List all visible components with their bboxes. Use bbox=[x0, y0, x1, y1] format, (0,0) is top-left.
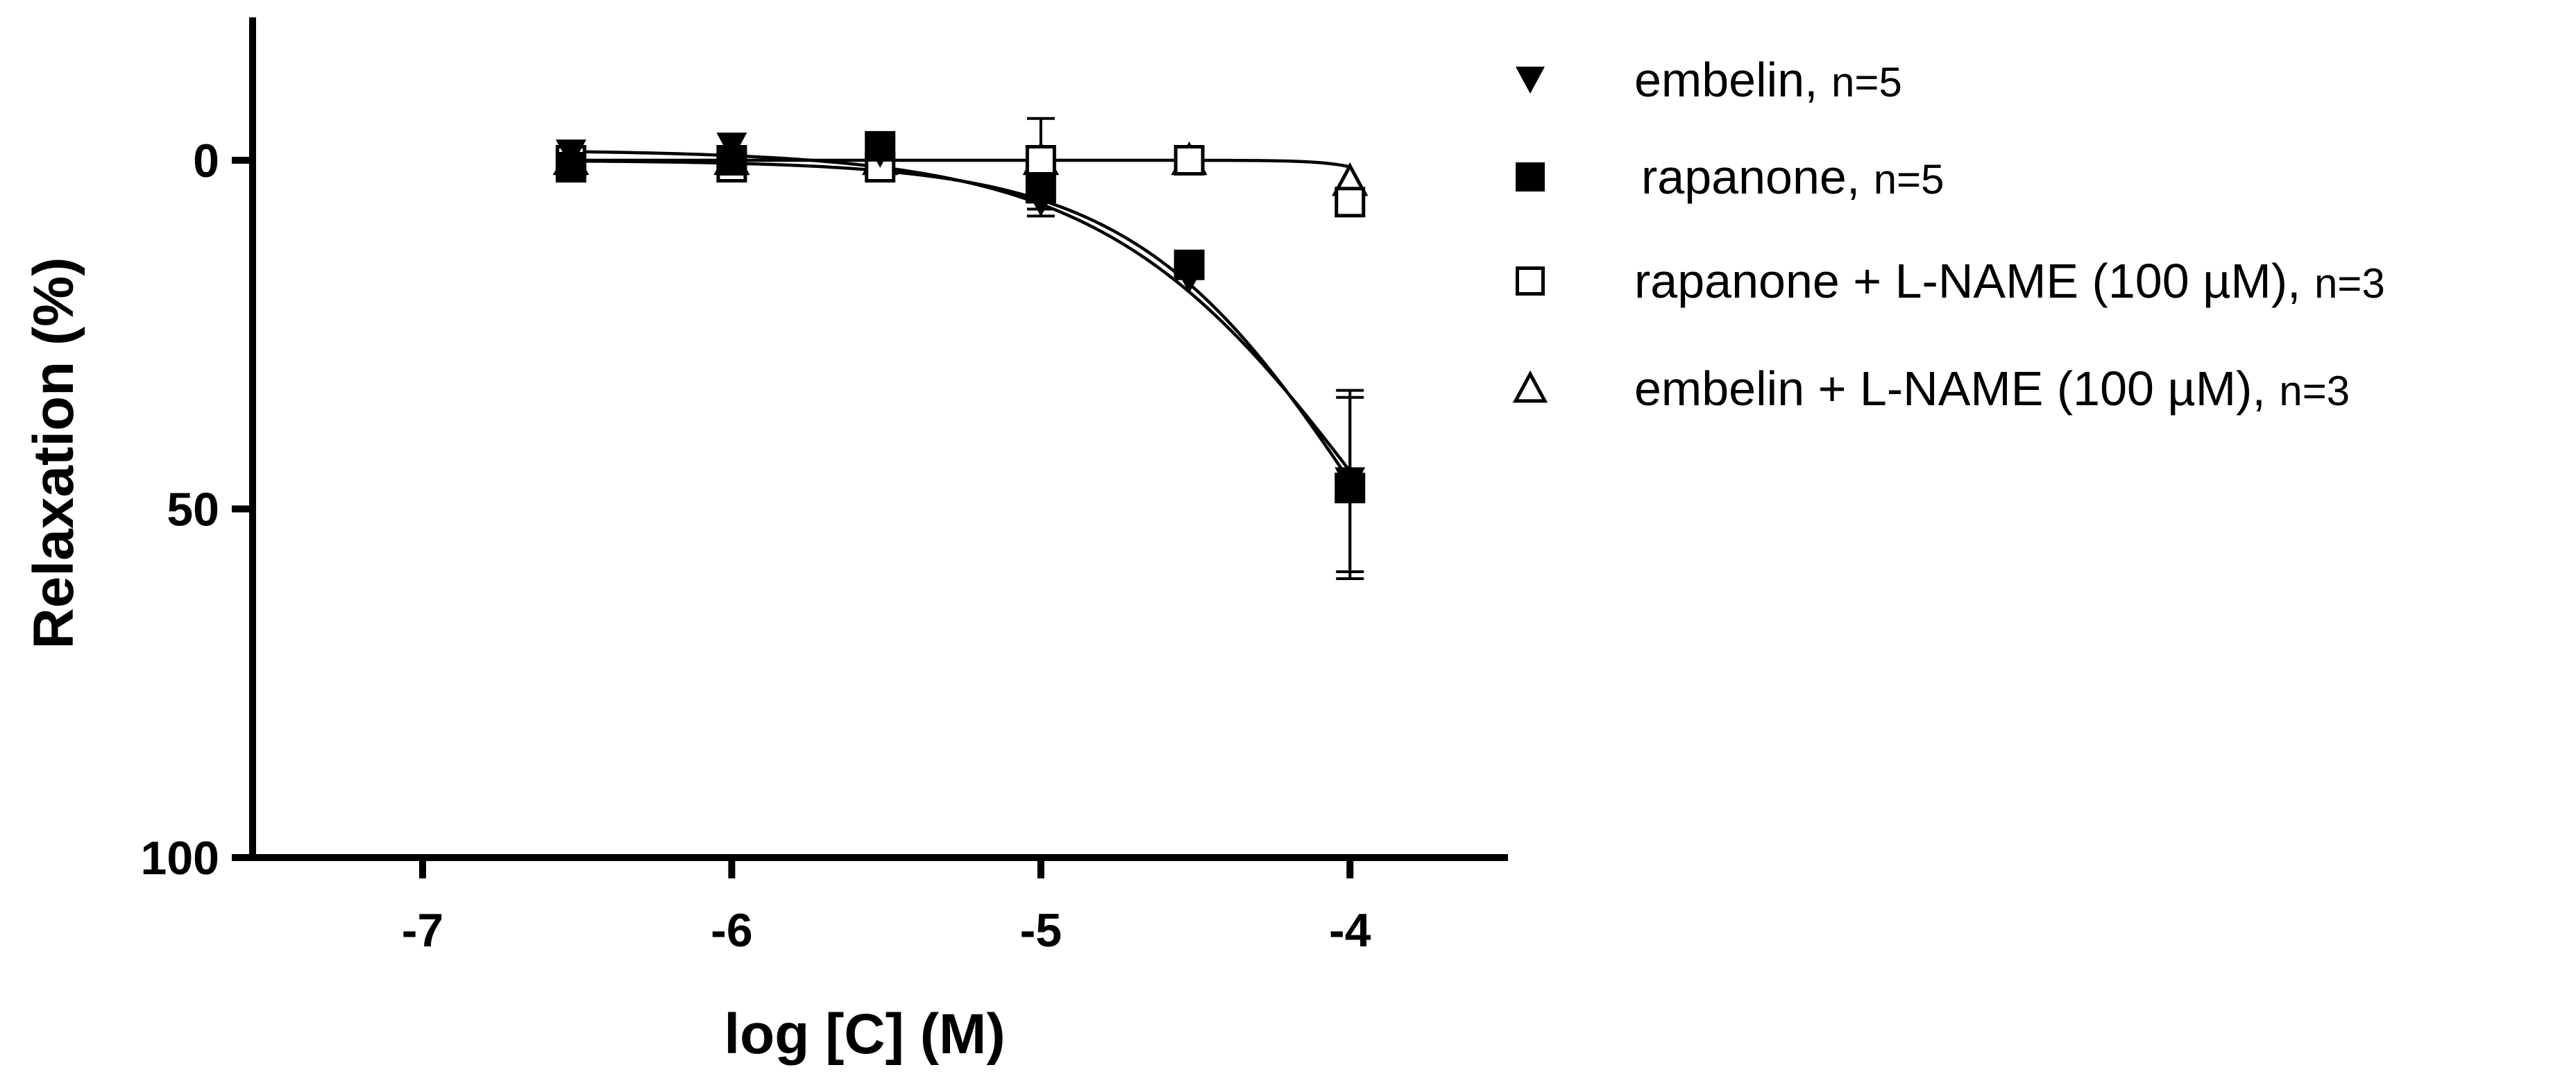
fit-curve bbox=[561, 158, 1350, 169]
x-axis-title: log [C] (M) bbox=[724, 1003, 1005, 1066]
x-tick-label: -7 bbox=[402, 904, 443, 957]
legend-label: rapanone, n=5 bbox=[1641, 150, 1944, 204]
x-tick-label: -5 bbox=[1020, 904, 1062, 957]
data-points bbox=[552, 130, 1368, 504]
legend-marker bbox=[1516, 67, 1545, 94]
legend-label: embelin, n=5 bbox=[1634, 53, 1902, 107]
legend-marker bbox=[1512, 370, 1548, 403]
legend-marker bbox=[1516, 162, 1545, 191]
y-tick-label: 0 bbox=[193, 135, 219, 187]
data-point-square-open bbox=[1173, 145, 1205, 176]
data-point-square-open bbox=[1334, 187, 1366, 218]
axes: 0 50 100 -7 -6 -5 -4 bbox=[141, 17, 1508, 957]
y-axis-title: Relaxation (%) bbox=[22, 257, 85, 649]
legend-label-n: n=5 bbox=[1831, 59, 1902, 105]
data-point-square-filled bbox=[1173, 249, 1205, 280]
legend-label-main: rapanone + L-NAME (100 µM), bbox=[1634, 254, 2314, 308]
error-bars bbox=[1026, 117, 1364, 580]
fit-curve bbox=[561, 150, 1352, 473]
legend-label-n: n=5 bbox=[1874, 156, 1944, 203]
legend-label-n: n=3 bbox=[2279, 368, 2350, 414]
y-tick-label: 50 bbox=[167, 484, 219, 536]
legend-label: rapanone + L-NAME (100 µM), n=3 bbox=[1634, 254, 2385, 308]
data-point-square-filled bbox=[555, 152, 586, 183]
legend-label-n: n=3 bbox=[2314, 260, 2385, 307]
legend-label-main: rapanone, bbox=[1641, 150, 1874, 204]
y-tick-label: 100 bbox=[141, 832, 219, 885]
fit-curve bbox=[561, 159, 1352, 482]
data-point-square-open bbox=[1025, 145, 1056, 176]
data-point-square-filled bbox=[716, 145, 747, 176]
data-point-square-filled bbox=[1025, 173, 1056, 204]
legend-label: embelin + L-NAME (100 µM), n=3 bbox=[1634, 361, 2350, 416]
data-point-square-filled bbox=[865, 130, 896, 162]
legend-label-main: embelin, bbox=[1634, 53, 1831, 107]
legend-marker bbox=[1516, 266, 1545, 296]
x-tick-label: -6 bbox=[711, 904, 752, 957]
fit-curves bbox=[561, 150, 1352, 482]
data-point-square-filled bbox=[1334, 473, 1366, 504]
x-tick-label: -4 bbox=[1329, 904, 1371, 957]
legend-label-main: embelin + L-NAME (100 µM), bbox=[1634, 361, 2279, 416]
